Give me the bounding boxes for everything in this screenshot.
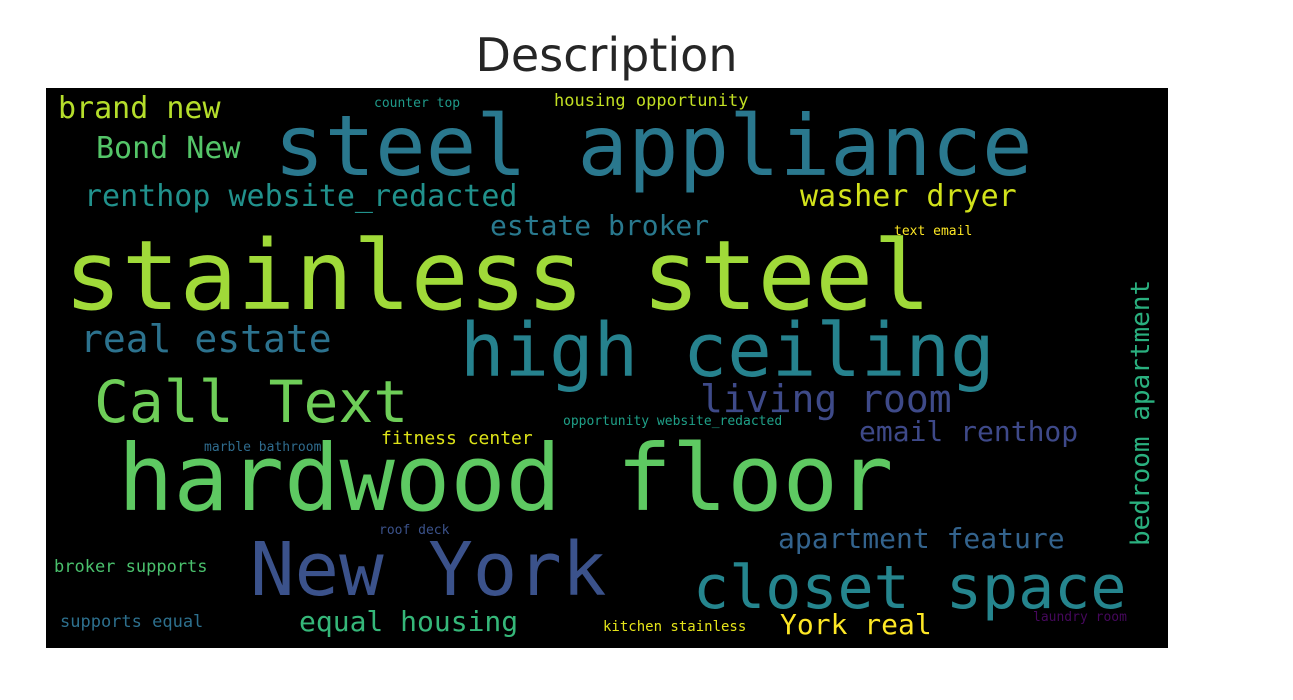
word-stainless-steel: stainless steel	[64, 220, 931, 332]
word-bedroom-apartment: bedroom apartment	[1126, 279, 1156, 546]
word-bond-new: Bond New	[96, 131, 241, 166]
word-fitness-center: fitness center	[381, 428, 533, 449]
word-counter-top: counter top	[374, 96, 461, 111]
word-living-room: living room	[700, 377, 952, 421]
word-laundry-room: laundry room	[1033, 610, 1127, 625]
word-text-email: text email	[894, 224, 973, 239]
word-york-real: York real	[780, 608, 932, 641]
word-housing-opportunity: housing opportunity	[554, 91, 749, 111]
word-broker-supports: broker supports	[54, 557, 208, 577]
word-opportunity-website-redacted: opportunity website_redacted	[563, 414, 783, 429]
word-hardwood-floor: hardwood floor	[118, 425, 894, 532]
word-real-estate: real estate	[80, 317, 332, 361]
word-supports-equal: supports equal	[60, 612, 204, 632]
word-equal-housing: equal housing	[299, 605, 519, 638]
word-steel-appliance: steel appliance	[274, 97, 1033, 195]
word-high-ceiling: high ceiling	[460, 308, 995, 394]
word-apartment-feature: apartment feature	[778, 522, 1065, 555]
word-new-york: New York	[250, 527, 607, 613]
word-brand-new: brand new	[58, 91, 221, 126]
word-kitchen-stainless: kitchen stainless	[603, 619, 747, 635]
word-closet-space: closet space	[693, 553, 1127, 623]
word-marble-bathroom: marble bathroom	[204, 440, 322, 455]
chart-title: Description	[475, 28, 738, 82]
word-roof-deck: roof deck	[379, 523, 450, 538]
word-email-renthop: email renthop	[859, 415, 1079, 448]
word-renthop-website-redacted: renthop website_redacted	[84, 179, 518, 214]
word-estate-broker: estate broker	[490, 209, 710, 242]
wordcloud-canvas: stainless steel steel appliance hardwood f…	[46, 88, 1168, 648]
word-call-text: Call Text	[94, 368, 409, 436]
word-washer-dryer: washer dryer	[800, 179, 1017, 214]
